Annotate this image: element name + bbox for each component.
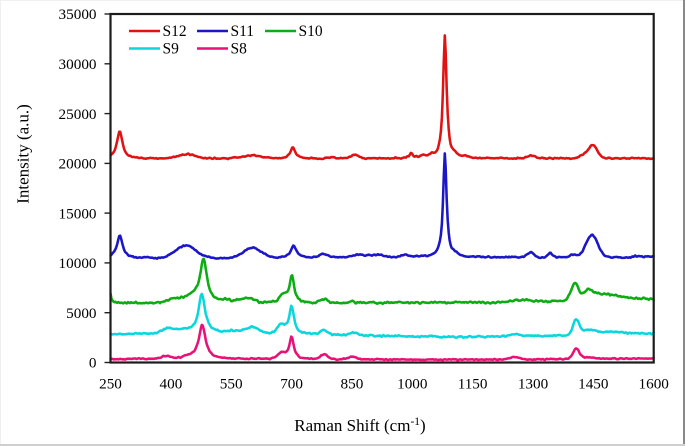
- svg-text:1150: 1150: [458, 376, 488, 393]
- svg-text:S8: S8: [231, 41, 248, 58]
- svg-text:30000: 30000: [59, 56, 97, 73]
- svg-text:20000: 20000: [59, 156, 97, 173]
- svg-text:10000: 10000: [59, 255, 97, 272]
- svg-text:1300: 1300: [518, 376, 549, 393]
- svg-text:700: 700: [280, 376, 303, 393]
- svg-text:400: 400: [160, 376, 183, 393]
- svg-text:S12: S12: [163, 23, 187, 40]
- svg-text:S9: S9: [163, 41, 180, 58]
- svg-text:Intensity (a.u.): Intensity (a.u.): [14, 104, 33, 204]
- svg-text:250: 250: [99, 376, 122, 393]
- svg-text:1000: 1000: [397, 376, 428, 393]
- svg-text:S10: S10: [299, 23, 323, 40]
- svg-text:Raman Shift (cm-1): Raman Shift (cm-1): [294, 416, 425, 435]
- svg-text:550: 550: [220, 376, 243, 393]
- svg-text:0: 0: [89, 355, 97, 372]
- svg-text:15000: 15000: [59, 205, 97, 222]
- svg-text:1450: 1450: [578, 376, 609, 393]
- svg-text:5000: 5000: [66, 305, 97, 322]
- svg-text:850: 850: [341, 376, 364, 393]
- svg-text:35000: 35000: [59, 6, 97, 23]
- svg-text:1600: 1600: [639, 376, 670, 393]
- svg-text:25000: 25000: [59, 106, 97, 123]
- svg-text:S11: S11: [231, 23, 255, 40]
